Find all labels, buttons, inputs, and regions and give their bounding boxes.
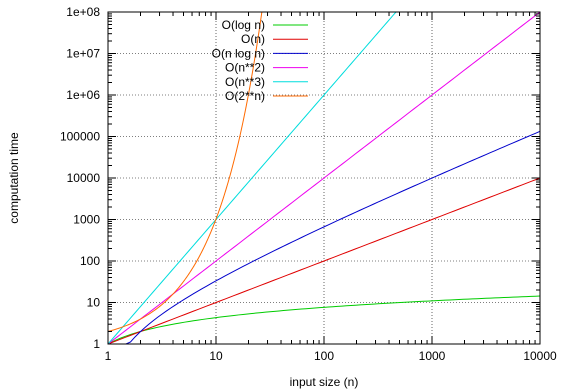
y-tick-label: 10000 — [67, 171, 101, 185]
y-tick-label: 100 — [80, 254, 100, 268]
legend-entry-label: O(n log n) — [212, 46, 265, 60]
series-line — [108, 177, 540, 344]
y-tick-label: 10 — [87, 296, 101, 310]
y-axis-label: computation time — [7, 132, 21, 224]
series-line — [108, 12, 540, 344]
legend: O(log n)O(n)O(n log n)O(n**2)O(n**3)O(2*… — [212, 18, 308, 103]
y-tick-label: 1000 — [73, 213, 100, 227]
y-tick-label: 1 — [93, 337, 100, 351]
tick-layer: 1 10 100 1000 10000 1 10 100 1000 10000 100000 1e+0… — [60, 5, 557, 363]
y-tick-label: 1e+08 — [66, 5, 100, 19]
legend-entry-label: O(n) — [241, 32, 265, 46]
x-tick-label: 100 — [314, 349, 334, 363]
x-tick-label: 10 — [209, 349, 223, 363]
x-tick-label: 1 — [105, 349, 112, 363]
y-tick-label: 100000 — [60, 130, 100, 144]
legend-entry-label: O(n**3) — [225, 75, 265, 89]
x-axis-label: input size (n) — [290, 375, 359, 389]
series-line — [108, 12, 397, 344]
y-tick-label: 1e+06 — [66, 88, 100, 102]
x-tick-label: 10000 — [523, 349, 557, 363]
y-tick-label: 1e+07 — [66, 47, 100, 61]
series-line — [108, 12, 263, 332]
legend-entry-label: O(2**n) — [225, 89, 265, 103]
series-line — [108, 130, 540, 344]
series-line — [108, 295, 540, 344]
legend-entry-label: O(log n) — [222, 18, 265, 32]
series-layer — [108, 12, 540, 344]
x-tick-label: 1000 — [419, 349, 446, 363]
legend-entry-label: O(n**2) — [225, 61, 265, 75]
